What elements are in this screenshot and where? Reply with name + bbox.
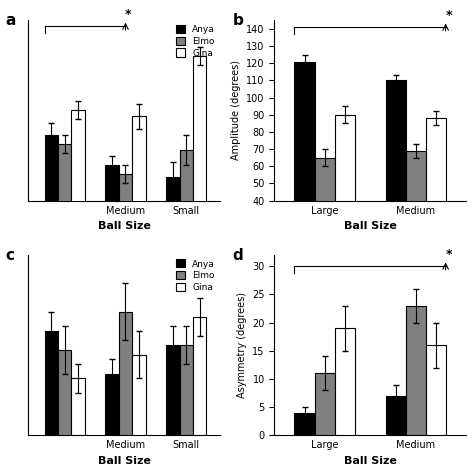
Text: d: d: [232, 247, 243, 263]
Bar: [105, 374, 119, 435]
Bar: [406, 151, 426, 201]
Bar: [72, 110, 85, 456]
Bar: [119, 173, 132, 456]
Bar: [406, 306, 426, 435]
Text: b: b: [232, 13, 243, 28]
X-axis label: Ball Size: Ball Size: [98, 456, 150, 465]
Bar: [315, 373, 335, 435]
Text: c: c: [5, 247, 14, 263]
Bar: [166, 177, 180, 456]
Y-axis label: Amplitude (degrees): Amplitude (degrees): [231, 61, 241, 161]
Bar: [294, 413, 315, 435]
Bar: [294, 62, 315, 201]
Bar: [105, 164, 119, 456]
Bar: [335, 328, 355, 435]
Text: *: *: [125, 9, 131, 21]
Legend: Anya, Elmo, Gina: Anya, Elmo, Gina: [176, 25, 215, 58]
Bar: [385, 81, 406, 201]
X-axis label: Ball Size: Ball Size: [344, 456, 397, 465]
Y-axis label: Asymmetry (degrees): Asymmetry (degrees): [237, 292, 246, 398]
Bar: [132, 117, 146, 456]
Legend: Anya, Elmo, Gina: Anya, Elmo, Gina: [176, 259, 215, 292]
Text: a: a: [5, 13, 16, 28]
Bar: [166, 345, 180, 435]
Bar: [72, 378, 85, 435]
Bar: [385, 396, 406, 435]
Bar: [45, 135, 58, 456]
Bar: [426, 345, 446, 435]
X-axis label: Ball Size: Ball Size: [98, 221, 150, 231]
Text: *: *: [446, 248, 453, 261]
Bar: [180, 150, 193, 456]
Bar: [315, 158, 335, 201]
Bar: [193, 317, 206, 435]
Bar: [193, 56, 206, 456]
Bar: [426, 118, 446, 201]
Bar: [119, 312, 132, 435]
Bar: [132, 355, 146, 435]
Bar: [335, 115, 355, 201]
Text: *: *: [446, 9, 453, 22]
Bar: [58, 144, 72, 456]
Bar: [45, 331, 58, 435]
Bar: [58, 350, 72, 435]
X-axis label: Ball Size: Ball Size: [344, 221, 397, 231]
Bar: [180, 345, 193, 435]
